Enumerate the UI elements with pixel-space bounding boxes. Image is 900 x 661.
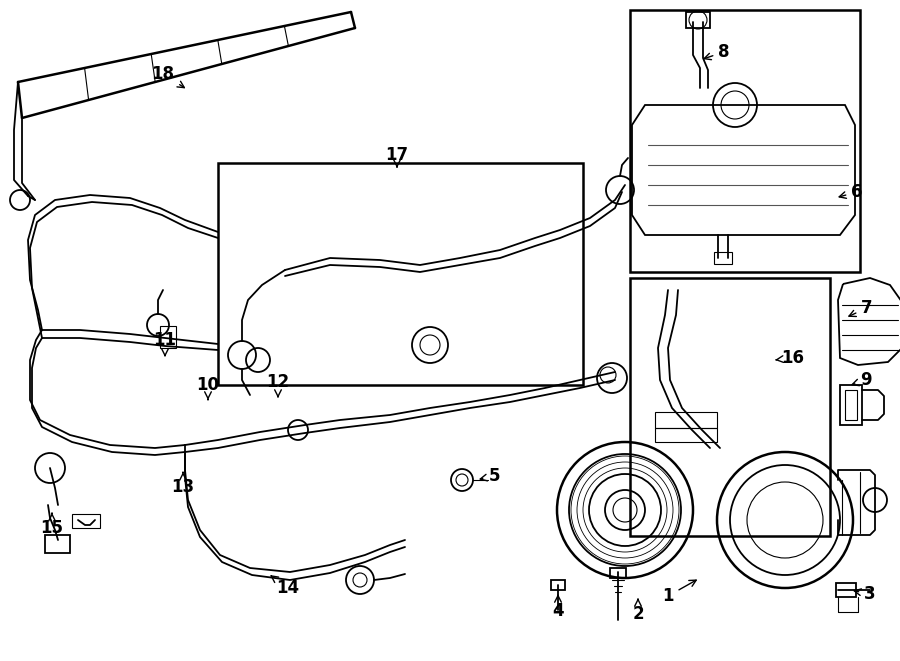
Text: 6: 6	[839, 183, 863, 201]
Bar	[630, 10, 860, 272]
Text: 12: 12	[266, 373, 290, 397]
Bar	[610, 568, 626, 578]
Text: 5: 5	[481, 467, 500, 485]
Bar	[655, 428, 717, 442]
Text: 18: 18	[151, 65, 184, 88]
Bar	[840, 385, 862, 425]
Text: 15: 15	[40, 514, 64, 537]
Text: 11: 11	[154, 331, 176, 356]
Text: 3: 3	[854, 585, 876, 603]
Text: 17: 17	[385, 146, 409, 167]
Bar	[655, 412, 717, 428]
Bar	[836, 583, 856, 597]
Text: 13: 13	[171, 473, 194, 496]
Bar	[845, 390, 857, 420]
Text: 1: 1	[662, 580, 697, 605]
Text: 8: 8	[704, 43, 730, 61]
Bar	[218, 163, 583, 385]
Bar	[45, 535, 70, 553]
Bar	[686, 12, 710, 28]
Bar	[551, 580, 565, 590]
Text: 9: 9	[852, 371, 872, 389]
Text: 4: 4	[553, 596, 563, 620]
Bar	[714, 252, 732, 264]
Text: 2: 2	[632, 599, 644, 623]
Bar	[72, 514, 100, 528]
Text: 16: 16	[776, 349, 805, 367]
Text: 14: 14	[271, 576, 300, 597]
Text: 10: 10	[196, 376, 220, 400]
Bar	[630, 278, 830, 536]
Text: 7: 7	[849, 299, 873, 317]
Bar	[160, 326, 176, 348]
